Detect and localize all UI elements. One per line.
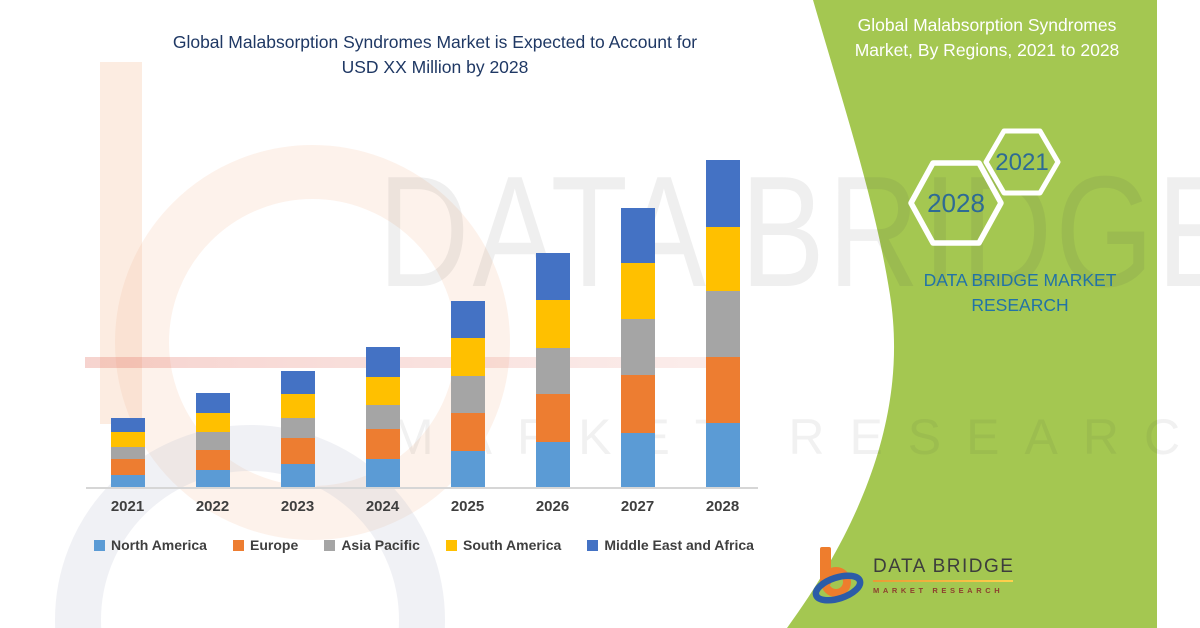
legend-label: Europe: [250, 537, 299, 553]
legend-item-south-america: South America: [445, 537, 562, 553]
legend-label: Middle East and Africa: [604, 537, 754, 553]
legend-swatch: [94, 539, 105, 551]
company-logo: DATA BRIDGE MARKET RESEARCH: [812, 546, 1014, 606]
brand-name-line2: RESEARCH: [971, 295, 1069, 315]
panel-heading: Global Malabsorption Syndromes Market, B…: [808, 13, 1166, 63]
legend-swatch: [233, 539, 245, 551]
legend-swatch: [445, 539, 457, 551]
logo-tagline: MARKET RESEARCH: [873, 586, 1004, 595]
legend-label: South America: [462, 537, 562, 553]
logo-name: DATA BRIDGE: [873, 556, 1015, 577]
logo-text-block: DATA BRIDGE MARKET RESEARCH: [873, 556, 1014, 595]
panel-heading-line2: Market, By Regions, 2021 to 2028: [854, 40, 1120, 60]
legend-item-asia-pacific: Asia Pacific: [324, 537, 420, 553]
panel-heading-line1: Global Malabsorption Syndromes: [857, 15, 1117, 35]
legend-swatch: [587, 539, 599, 551]
hexagon-2021-label: 2021: [995, 149, 1048, 176]
forecast-hexagons: 2028 2021: [908, 128, 1061, 246]
chart-title: Global Malabsorption Syndromes Market is…: [70, 30, 800, 80]
legend-item-europe: Europe: [233, 537, 298, 553]
legend-item-north-america: North America: [94, 537, 207, 553]
legend-item-middle-east-and-africa: Middle East and Africa: [587, 537, 754, 553]
legend-label: Asia Pacific: [341, 537, 420, 553]
brand-name-text: DATA BRIDGE MARKET RESEARCH: [888, 268, 1152, 318]
brand-name-line1: DATA BRIDGE MARKET: [923, 270, 1117, 290]
chart-title-line1: Global Malabsorption Syndromes Market is…: [172, 32, 698, 52]
chart-title-line2: USD XX Million by 2028: [341, 57, 529, 77]
x-axis-line: [86, 487, 758, 489]
hexagon-2028-label: 2028: [927, 188, 985, 218]
hexagon-2021: [983, 128, 1061, 196]
logo-b-icon: [812, 547, 864, 604]
hexagon-2028: [908, 160, 1004, 246]
logo-underline: [873, 580, 1013, 582]
legend-swatch: [324, 539, 336, 551]
legend-label: North America: [111, 537, 207, 553]
chart-legend: North America Europe Asia Pacific South Ame…: [94, 537, 754, 553]
